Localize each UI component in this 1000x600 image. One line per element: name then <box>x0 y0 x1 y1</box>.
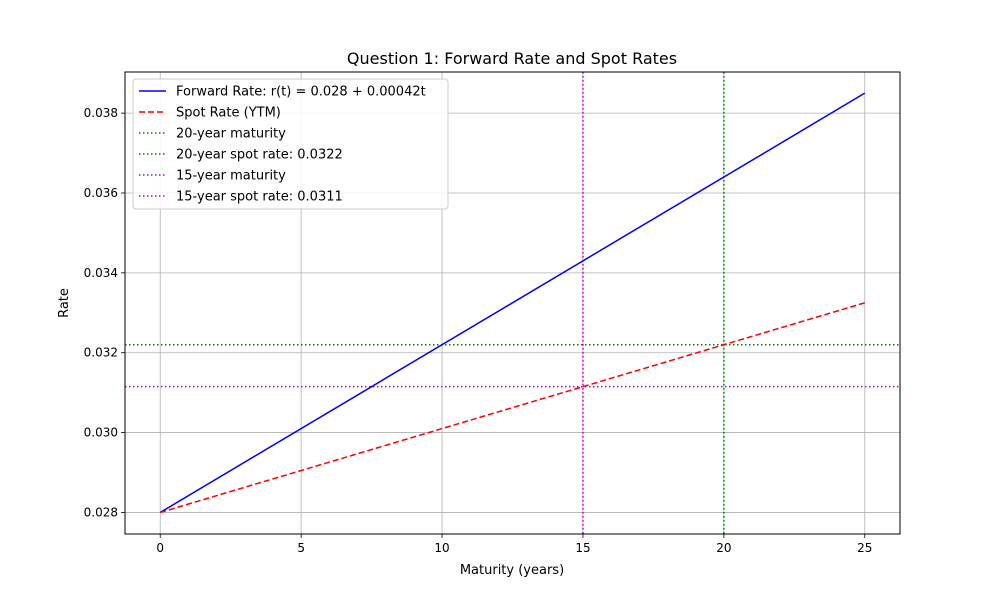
legend-label: 20-year spot rate: 0.0322 <box>176 148 343 163</box>
reference-lines <box>125 72 900 534</box>
y-tick-label: 0.030 <box>84 426 118 440</box>
forward-rate-line <box>159 92 866 514</box>
y-tick-label: 0.036 <box>84 186 118 200</box>
y-tick-label: 0.028 <box>84 505 118 519</box>
legend: Forward Rate: r(t) = 0.028 + 0.00042t Spo… <box>132 78 449 210</box>
x-axis-label: Maturity (years) <box>460 563 564 578</box>
x-tick-label: 25 <box>857 541 872 555</box>
legend-label: 20-year maturity <box>176 127 286 142</box>
x-tick-label: 5 <box>297 541 305 555</box>
y-tick-label: 0.032 <box>84 346 118 360</box>
spot-rate-line <box>160 302 865 514</box>
x-axis-ticks: 0 5 10 15 20 25 <box>156 534 872 555</box>
legend-label: 15-year spot rate: 0.0311 <box>176 190 343 205</box>
y-tick-label: 0.038 <box>84 106 118 120</box>
legend-label: 15-year maturity <box>176 169 286 184</box>
chart-title: Question 1: Forward Rate and Spot Rates <box>347 49 677 68</box>
y-tick-label: 0.034 <box>84 266 118 280</box>
legend-label: Spot Rate (YTM) <box>176 106 281 121</box>
plot-frame <box>124 71 901 535</box>
x-tick-label: 20 <box>716 541 731 555</box>
series-lines <box>159 92 866 514</box>
y-axis-ticks: 0.028 0.030 0.032 0.034 0.036 0.038 <box>84 106 125 519</box>
x-tick-label: 15 <box>575 541 590 555</box>
x-tick-label: 0 <box>156 541 164 555</box>
x-tick-label: 10 <box>434 541 449 555</box>
y-axis-label: Rate <box>57 288 72 318</box>
legend-label: Forward Rate: r(t) = 0.028 + 0.00042t <box>176 85 426 100</box>
legend-box <box>132 78 449 210</box>
